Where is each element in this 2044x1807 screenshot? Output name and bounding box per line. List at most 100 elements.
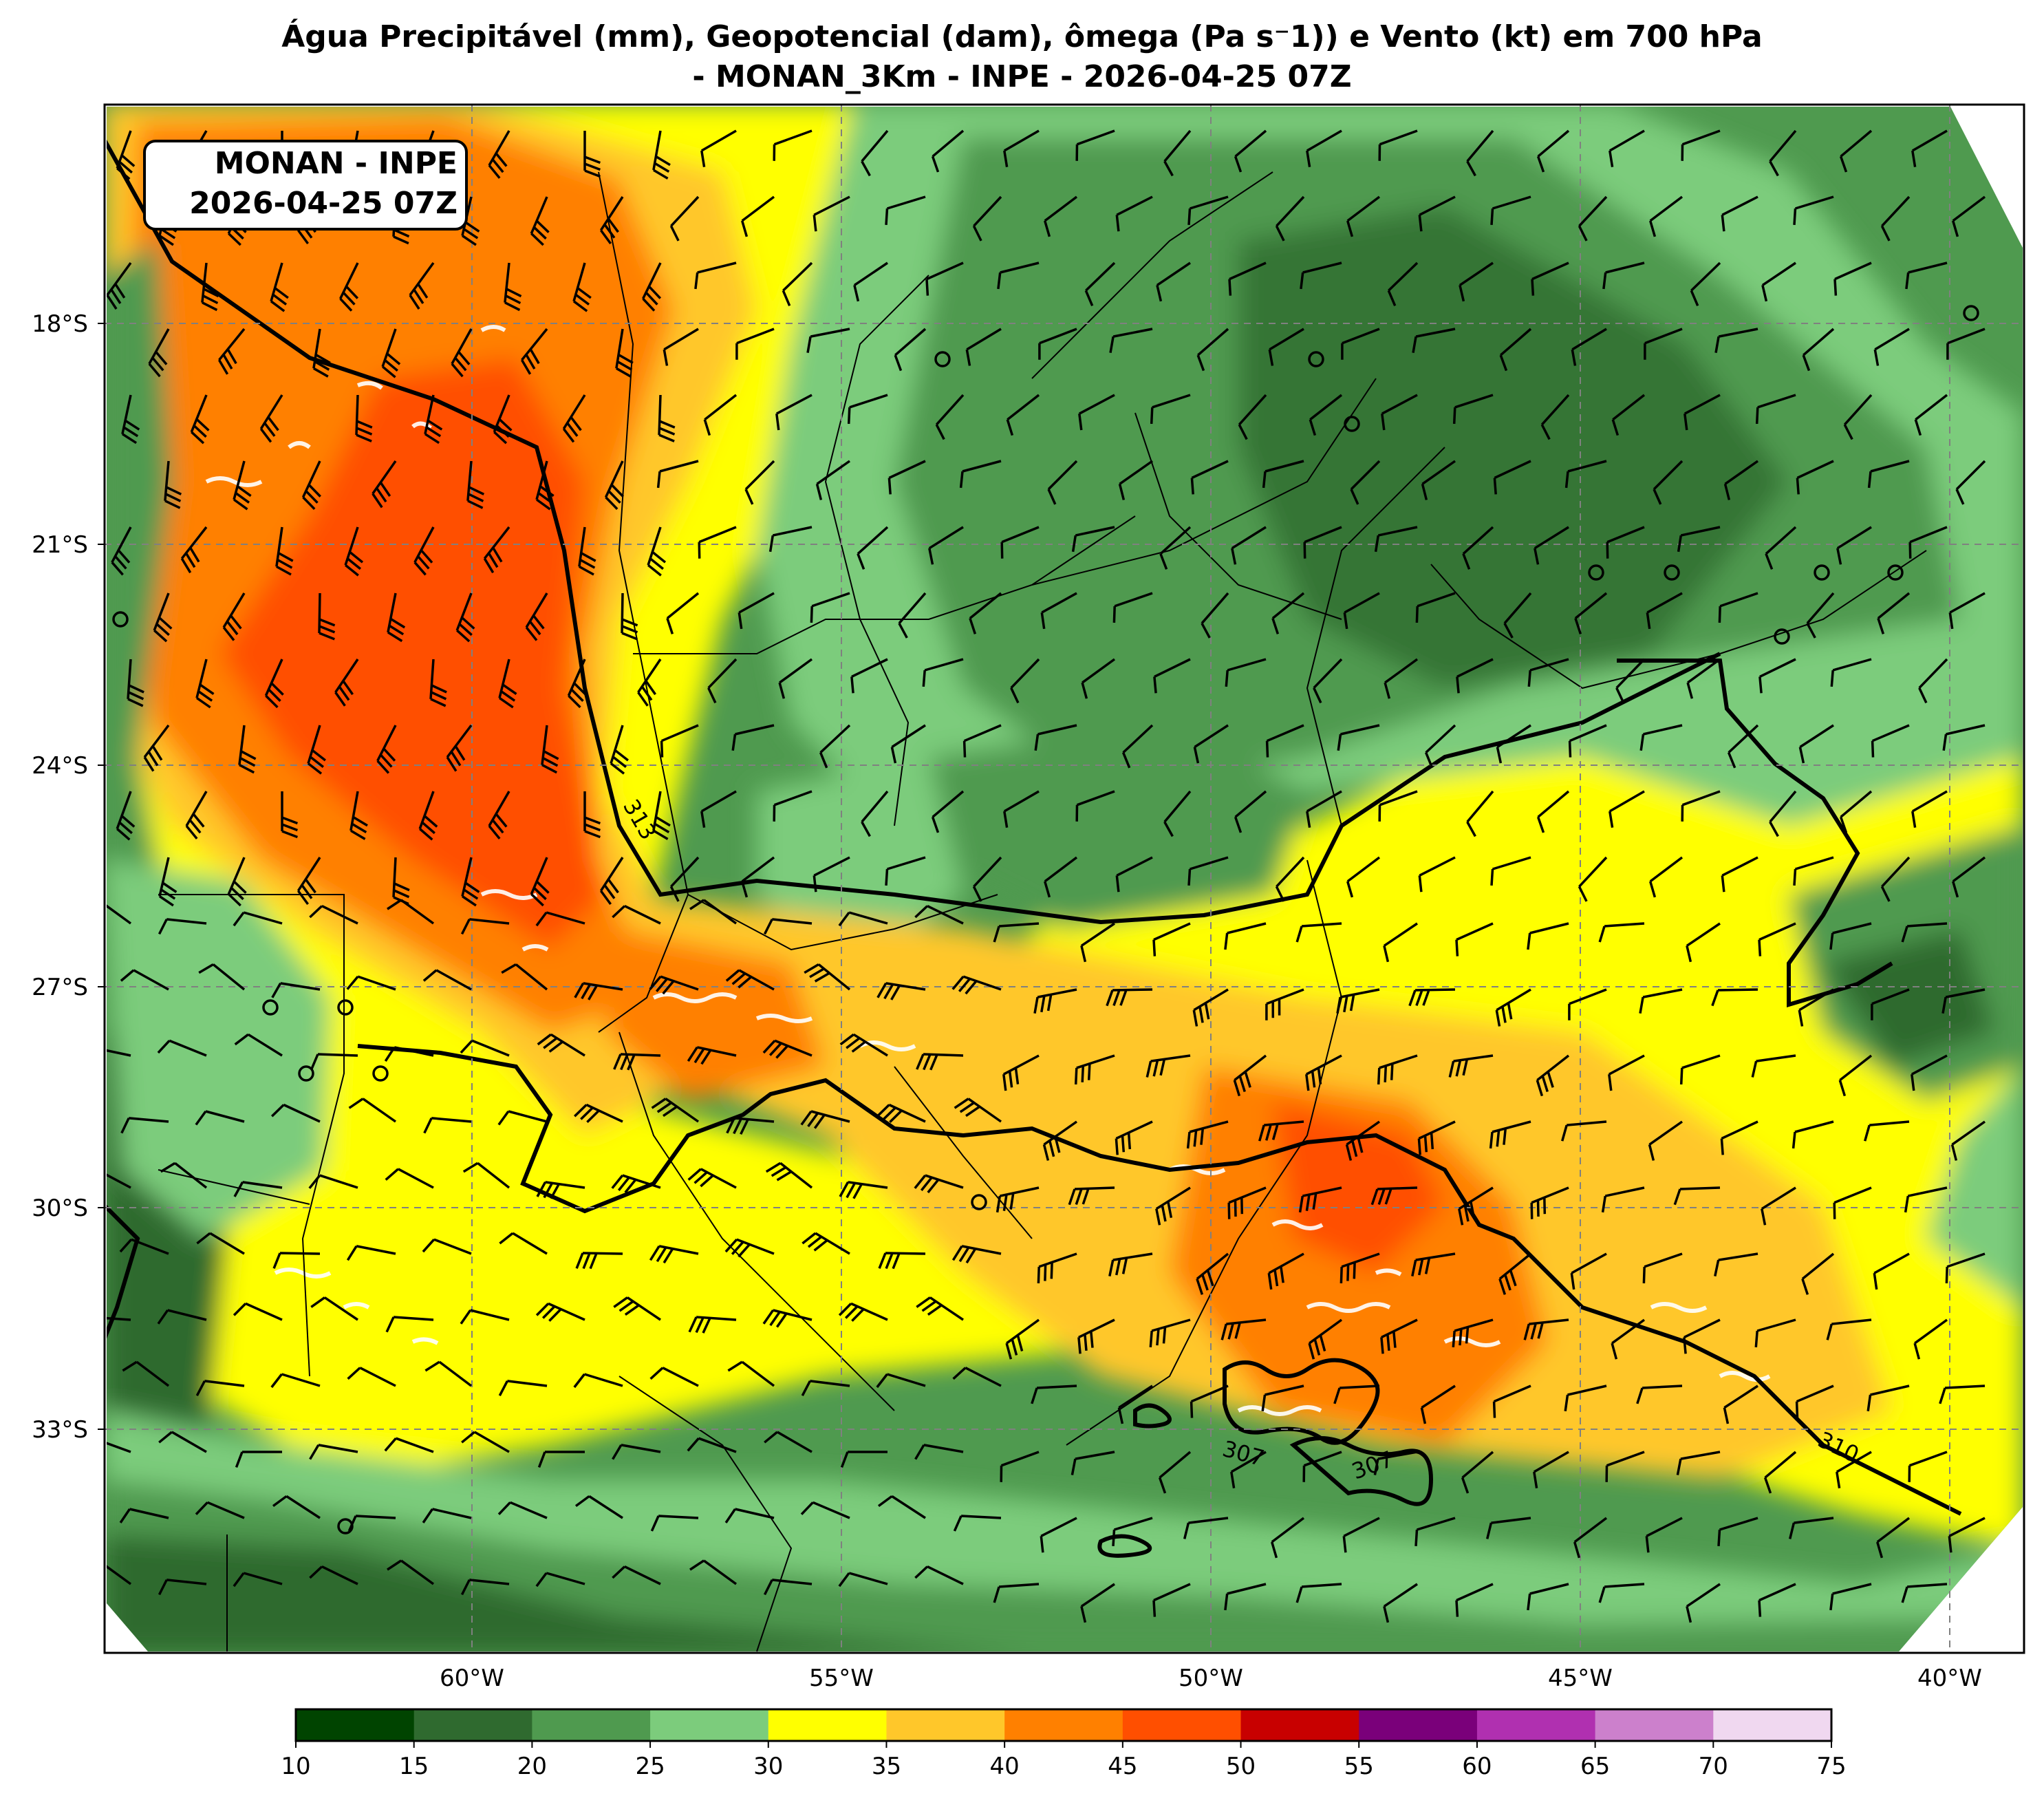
- wind-barb: [1149, 1318, 1191, 1348]
- wind-barb: [1271, 1517, 1305, 1559]
- wind-barb: [346, 975, 396, 991]
- wind-barb: [1523, 1318, 1569, 1340]
- wind-barb: [1531, 261, 1569, 296]
- colorbar-tick-label: 30: [753, 1753, 783, 1780]
- wind-barb: [222, 592, 246, 641]
- wind-barb: [460, 1579, 510, 1596]
- wind-barb: [1115, 1120, 1153, 1155]
- wind-barb: [1681, 129, 1721, 161]
- wind-barb: [127, 659, 144, 707]
- wind-barb: [385, 1168, 434, 1189]
- wind-barb: [1156, 261, 1191, 302]
- wind-barb: [488, 130, 510, 179]
- wind-barb: [1275, 195, 1305, 242]
- wind-barb: [1843, 394, 1873, 440]
- wind-barb: [460, 918, 510, 935]
- wind-barb: [1721, 195, 1758, 232]
- wind-barb: [233, 1572, 283, 1587]
- wind-barb: [1384, 658, 1419, 699]
- wind-barb: [119, 1238, 169, 1255]
- wind-barb: [1723, 460, 1759, 500]
- wind-barb: [413, 526, 435, 576]
- wind-barb: [1452, 394, 1494, 424]
- wind-barb: [1864, 1120, 1910, 1142]
- colorbar-tick-label: 25: [635, 1753, 665, 1780]
- wind-barb: [1415, 592, 1456, 623]
- wind-barb: [1152, 1583, 1191, 1617]
- wind-barb: [853, 261, 888, 302]
- wind-barb: [1459, 261, 1494, 302]
- wind-barb: [233, 1181, 283, 1197]
- wind-barb: [1163, 129, 1192, 177]
- wind-barb: [270, 1103, 321, 1123]
- wind-barb: [1378, 790, 1418, 822]
- wind-barb: [116, 130, 136, 180]
- wind-barb: [185, 791, 208, 840]
- wind-barb: [1717, 1517, 1758, 1547]
- wind-barb: [537, 1033, 585, 1057]
- wind-barb: [1798, 988, 1834, 1027]
- wind-barb: [1901, 922, 1948, 943]
- wind-barb: [583, 131, 601, 178]
- wind-barb: [1077, 1318, 1115, 1354]
- wind-barb: [1908, 526, 1948, 559]
- plot-frame: [103, 103, 2025, 1654]
- wind-barb: [307, 725, 326, 775]
- wind-barb: [1118, 460, 1154, 500]
- wind-barb: [143, 724, 170, 772]
- wind-barb: [1040, 1517, 1077, 1553]
- wind-barb: [763, 1579, 813, 1596]
- wind-barb: [1649, 856, 1683, 898]
- wind-barb: [724, 1508, 775, 1523]
- wind-barb: [1305, 1054, 1342, 1091]
- wind-barb: [1075, 129, 1115, 161]
- wind-barb: [1636, 1384, 1683, 1404]
- wind-barb: [1913, 1318, 1948, 1360]
- wind-barb: [1152, 922, 1191, 956]
- wind-barb: [656, 460, 699, 489]
- wind-barb: [153, 592, 173, 643]
- wind-barb: [1227, 1186, 1267, 1219]
- wind-barb: [567, 659, 587, 709]
- wind-barb: [446, 724, 473, 772]
- wind-barb: [1145, 1054, 1191, 1078]
- wind-barb: [259, 394, 283, 443]
- wind-barb: [1074, 1054, 1115, 1084]
- lat-label-18s: 18°S: [32, 310, 88, 338]
- wind-barb: [271, 982, 321, 998]
- wind-barb: [309, 905, 358, 925]
- wind-barb: [1679, 1054, 1721, 1084]
- wind-barb: [762, 1039, 813, 1059]
- wind-barb: [499, 1232, 548, 1255]
- colorbar-tick-label: 55: [1344, 1753, 1374, 1780]
- wind-barb: [1040, 592, 1077, 630]
- wind-barb: [1908, 1451, 1948, 1482]
- wind-barb: [422, 1238, 472, 1255]
- wind-barb: [1644, 328, 1683, 360]
- wind-barb: [1877, 592, 1911, 634]
- wind-barb: [501, 963, 548, 991]
- wind-barb: [604, 460, 624, 511]
- wind-barb: [234, 1033, 283, 1057]
- wind-barb: [573, 1373, 623, 1389]
- wind-barb: [1010, 658, 1040, 704]
- wind-barb: [119, 1508, 169, 1523]
- wind-barb: [309, 1444, 358, 1460]
- wind-barb: [1042, 1120, 1078, 1161]
- wind-barb: [1112, 592, 1153, 623]
- wind-barb: [850, 658, 888, 694]
- wind-barb: [1108, 1252, 1153, 1276]
- wind-barb: [700, 790, 737, 828]
- wind-barb: [272, 1495, 321, 1519]
- wind-barb: [1646, 592, 1683, 630]
- wind-barb: [1196, 328, 1229, 372]
- wind-barb: [800, 1501, 850, 1519]
- wind-barb: [423, 1117, 472, 1134]
- wind-barb: [308, 1174, 358, 1189]
- wind-barb: [819, 724, 851, 769]
- wind-barb: [1686, 1583, 1721, 1623]
- wind-barb: [195, 1501, 245, 1519]
- wind-barb: [1265, 988, 1304, 1020]
- wind-barb: [372, 460, 397, 509]
- colorbar-tick-label: 45: [1108, 1753, 1137, 1780]
